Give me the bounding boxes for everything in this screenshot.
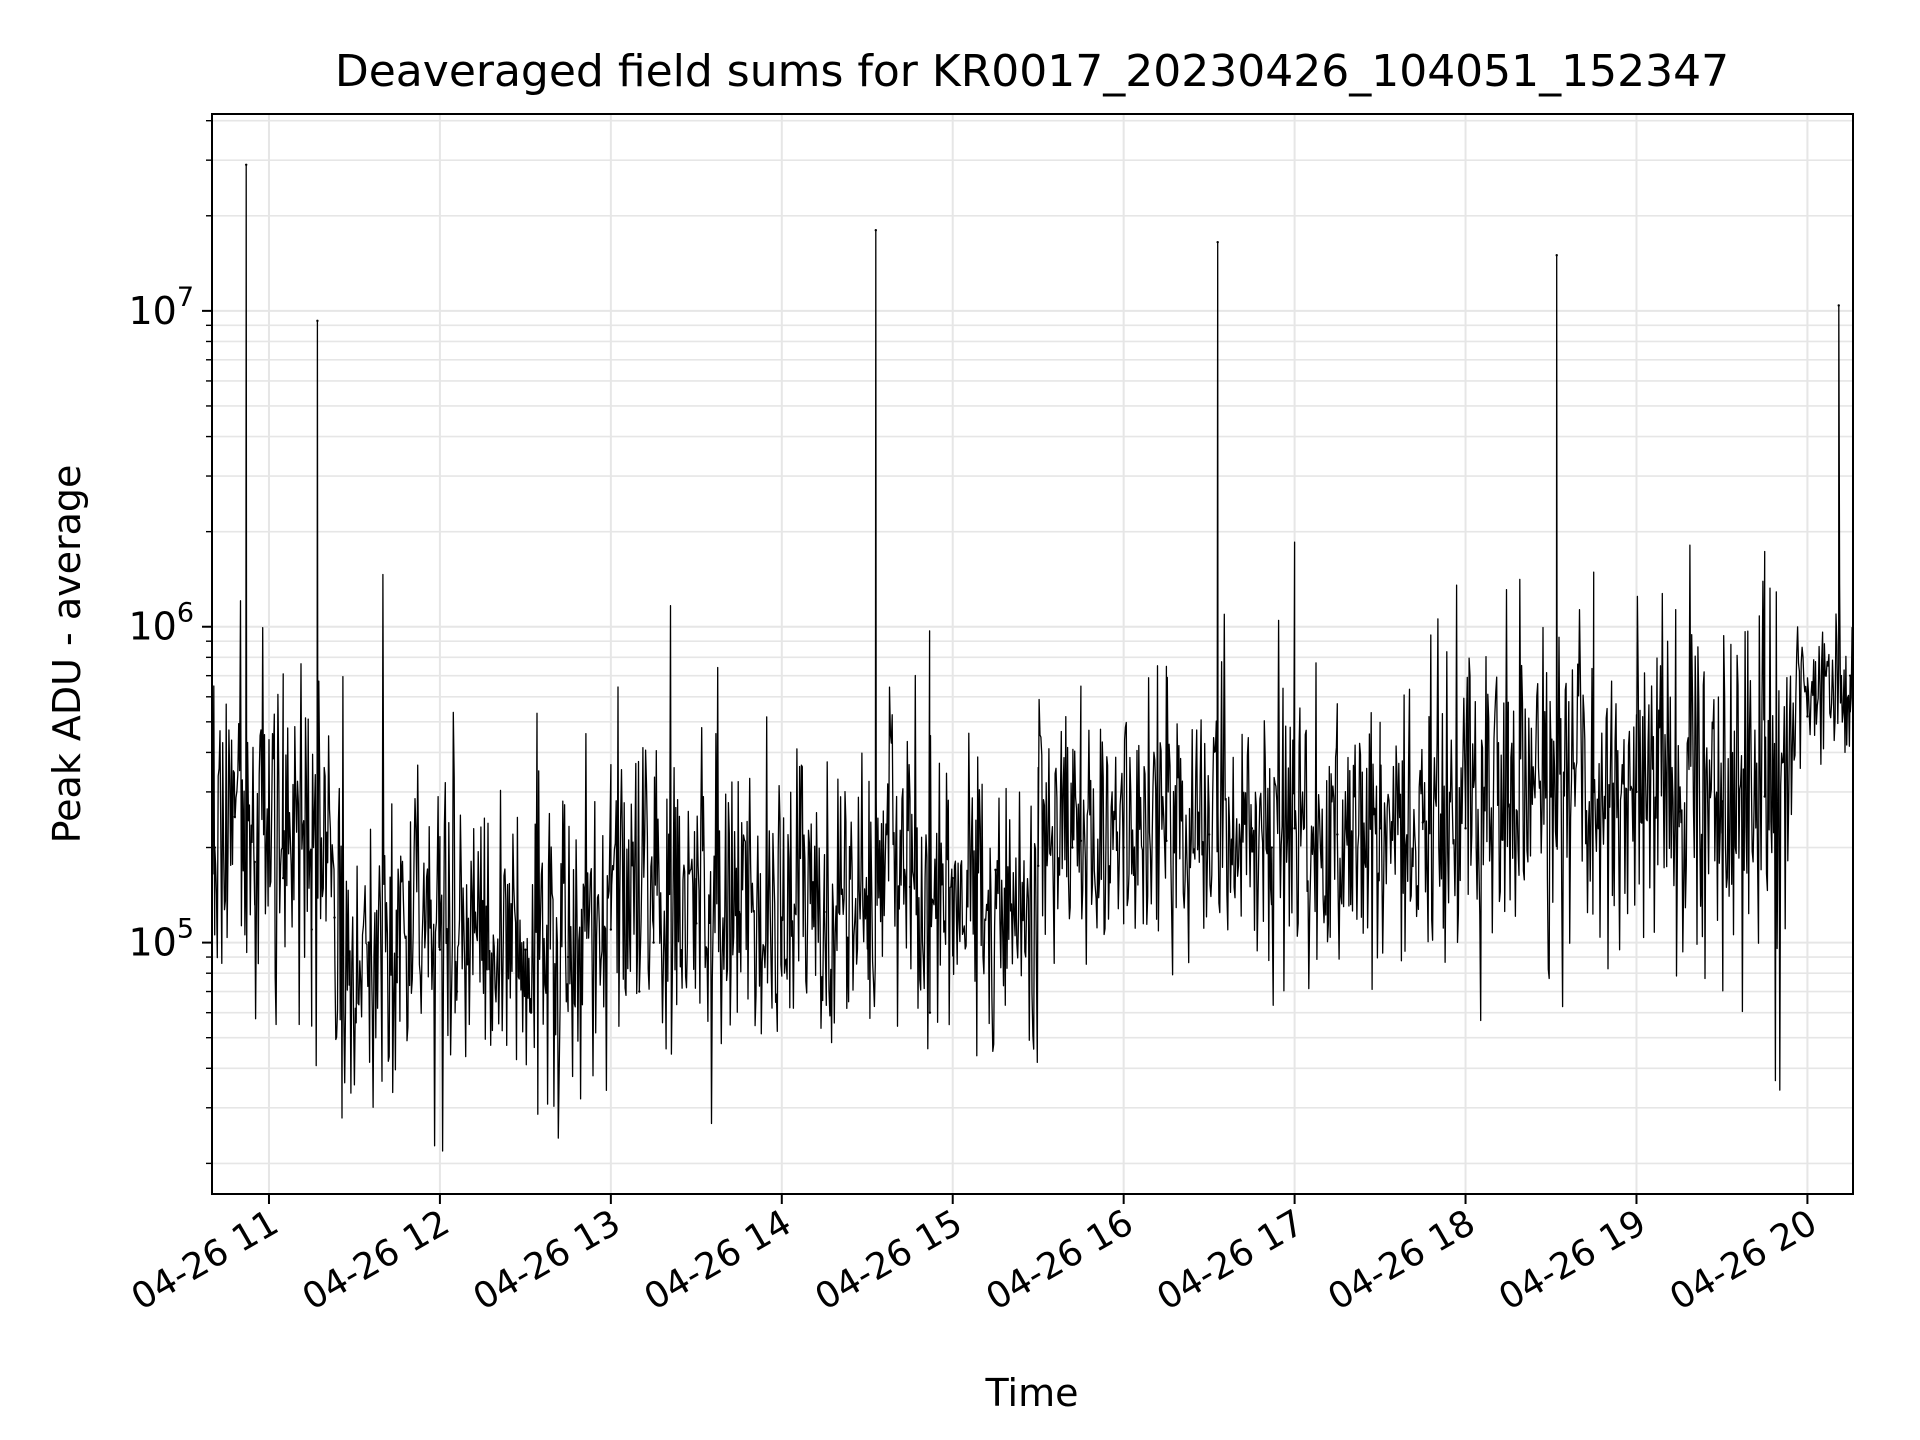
data-point: [481, 941, 484, 944]
data-line-layer: [211, 163, 1853, 1152]
data-point: [1763, 795, 1766, 798]
data-point: [652, 941, 655, 944]
data-point: [695, 922, 698, 925]
data-point: [244, 163, 248, 167]
data-point: [1207, 833, 1211, 836]
data-point: [1555, 254, 1558, 257]
data-point: [638, 990, 641, 993]
data-point: [566, 955, 570, 959]
data-point: [1036, 864, 1040, 868]
data-point: [1848, 674, 1852, 677]
data-point: [1464, 827, 1467, 830]
data-point: [951, 876, 954, 880]
data-point: [438, 948, 442, 951]
data-point: [310, 928, 313, 931]
data-point: [866, 895, 869, 898]
data-point: [524, 948, 527, 951]
chart-title: Deaveraged field sums for KR0017_2023042…: [335, 46, 1729, 97]
plot-area-frame: [211, 113, 1854, 1195]
data-point: [780, 916, 783, 919]
data-point: [1165, 839, 1168, 843]
data-point: [1071, 846, 1074, 849]
data-point: [333, 916, 336, 919]
data-point: [1270, 846, 1274, 849]
data-point: [1720, 800, 1724, 803]
data-point: [282, 876, 285, 880]
data-point: [928, 1011, 932, 1014]
data-point: [316, 319, 319, 323]
data-point: [367, 941, 370, 944]
data-point: [1293, 827, 1296, 830]
data-point: [1507, 805, 1510, 808]
data-point: [1549, 795, 1553, 798]
y-tick-label: 107: [128, 282, 194, 333]
data-point: [1678, 810, 1681, 813]
data-point: [737, 910, 741, 914]
data-point: [823, 910, 826, 914]
data-point: [1250, 827, 1254, 830]
data-point: [1378, 827, 1382, 830]
data-point: [874, 229, 878, 232]
data-point: [609, 928, 613, 931]
data-point: [1122, 846, 1125, 849]
data-point: [233, 815, 236, 819]
data-point: [395, 955, 399, 959]
series-line: [211, 164, 1853, 1152]
y-tick-label: 105: [128, 914, 194, 965]
data-point: [1336, 833, 1339, 836]
data-point: [1635, 790, 1638, 794]
data-point: [994, 868, 997, 872]
data-point: [529, 1011, 533, 1014]
data-point: [1837, 304, 1840, 307]
data-point: [1806, 715, 1809, 718]
y-axis-label: Peak ADU - average: [45, 465, 89, 844]
y-tick-label: 106: [128, 598, 194, 649]
data-point: [253, 860, 256, 864]
data-point: [1216, 240, 1219, 244]
data-point: [213, 846, 217, 849]
data-point: [1421, 821, 1425, 824]
data-point: [1592, 790, 1595, 794]
data-point: [908, 885, 912, 889]
data-point: [455, 990, 459, 993]
x-axis-label: Time: [985, 1371, 1079, 1415]
data-point: [1079, 839, 1083, 843]
